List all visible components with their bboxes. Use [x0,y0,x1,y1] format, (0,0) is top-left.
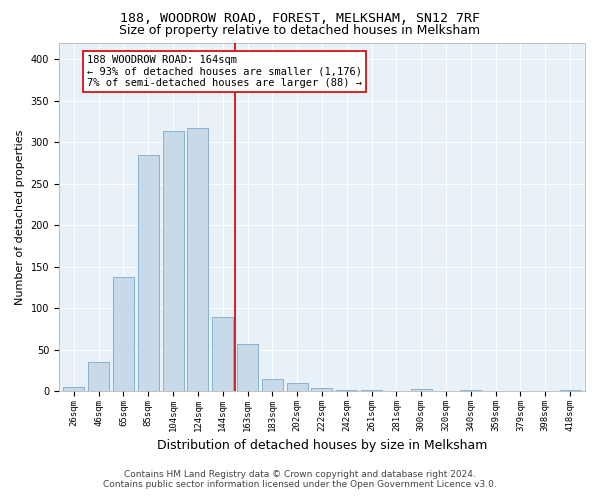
Bar [410,389,432,392]
Bar [212,316,233,392]
Bar [137,156,159,392]
Bar [237,344,258,392]
Text: 188, WOODROW ROAD, FOREST, MELKSHAM, SN12 7RF: 188, WOODROW ROAD, FOREST, MELKSHAM, SN1… [120,12,480,26]
Bar [88,362,109,392]
Bar [361,390,382,392]
Bar [113,276,134,392]
Text: 188 WOODROW ROAD: 164sqm
← 93% of detached houses are smaller (1,176)
7% of semi: 188 WOODROW ROAD: 164sqm ← 93% of detach… [86,55,362,88]
Bar [187,128,208,392]
Text: Size of property relative to detached houses in Melksham: Size of property relative to detached ho… [119,24,481,37]
Bar [262,379,283,392]
Bar [560,390,581,392]
Bar [63,387,85,392]
Y-axis label: Number of detached properties: Number of detached properties [15,129,25,304]
Bar [460,390,481,392]
Bar [311,388,332,392]
Bar [163,132,184,392]
Text: Contains HM Land Registry data © Crown copyright and database right 2024.
Contai: Contains HM Land Registry data © Crown c… [103,470,497,489]
Bar [287,383,308,392]
Bar [336,390,358,392]
X-axis label: Distribution of detached houses by size in Melksham: Distribution of detached houses by size … [157,440,487,452]
